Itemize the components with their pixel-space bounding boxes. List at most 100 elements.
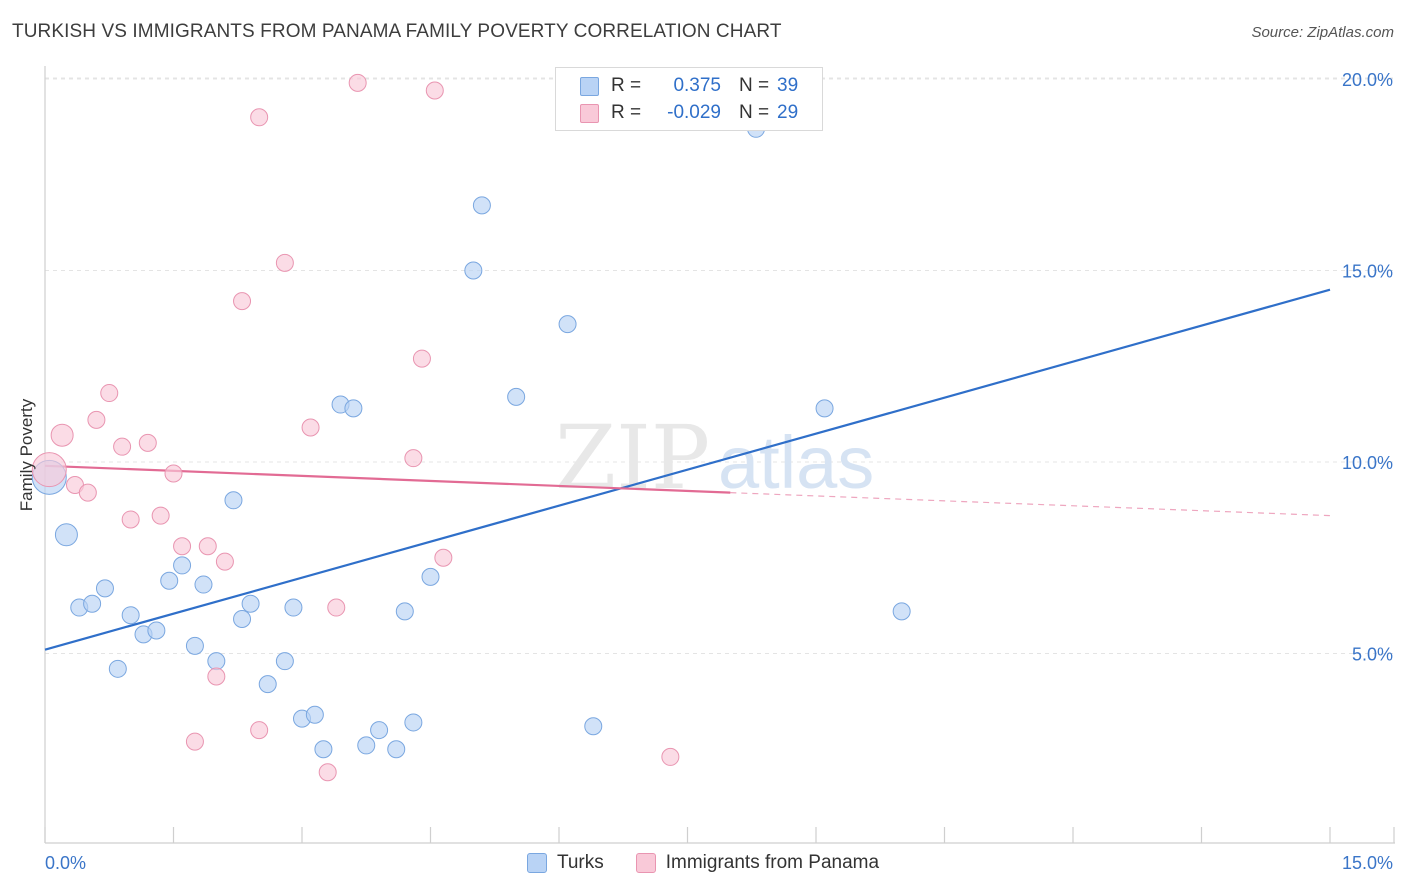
y-axis-label: Family Poverty xyxy=(17,398,36,512)
panama-point xyxy=(661,747,680,766)
turks-point xyxy=(395,602,414,621)
legend-swatch-panama xyxy=(580,103,599,123)
panama-point xyxy=(207,667,226,686)
gridlines xyxy=(45,77,1395,654)
turks-point xyxy=(173,556,192,575)
panama-point xyxy=(121,510,140,529)
panama-point xyxy=(250,721,269,740)
panama-point xyxy=(100,384,119,403)
watermark-atlas: atlas xyxy=(718,421,874,504)
legend-swatch-panama xyxy=(635,853,656,873)
turks-point xyxy=(108,659,127,678)
turks-point xyxy=(194,575,213,594)
turks-point xyxy=(344,399,363,418)
x-tick-label: 0.0% xyxy=(45,853,86,873)
legend-item-panama[interactable]: Immigrants from Panama xyxy=(635,852,880,874)
panama-trend-line xyxy=(44,464,731,494)
legend-n-value: 29 xyxy=(777,102,799,123)
legend-n-value: 39 xyxy=(777,75,799,96)
panama-point xyxy=(318,763,337,782)
legend-row-panama: R = -0.029 N = 29 xyxy=(580,100,798,126)
turks-point xyxy=(284,598,303,617)
turks-point xyxy=(233,610,252,629)
panama-point xyxy=(78,483,97,502)
turks-point xyxy=(815,399,834,418)
legend-item-turks[interactable]: Turks xyxy=(526,852,604,874)
chart-title: TURKISH VS IMMIGRANTS FROM PANAMA FAMILY… xyxy=(12,21,782,42)
panama-point xyxy=(173,537,192,556)
panama-point xyxy=(87,410,106,429)
turks-point xyxy=(305,705,324,724)
series-legend: Turks Immigrants from Panama xyxy=(0,852,1406,874)
panama-trend-line-extension xyxy=(730,492,1331,517)
trend-lines xyxy=(44,288,1331,651)
panama-point xyxy=(113,437,132,456)
turks-point xyxy=(275,652,294,671)
y-tick-label: 20.0% xyxy=(1342,70,1393,90)
panama-point xyxy=(412,349,431,368)
panama-point xyxy=(185,732,204,751)
legend-r-label: R = xyxy=(611,102,642,123)
legend-n-label: N = xyxy=(739,102,770,123)
y-tick-label: 5.0% xyxy=(1352,645,1393,665)
turks-point xyxy=(464,261,483,280)
panama-point xyxy=(327,598,346,617)
turks-point xyxy=(54,523,78,547)
legend-label-panama: Immigrants from Panama xyxy=(665,852,880,873)
turks-point xyxy=(387,740,406,759)
panama-point xyxy=(404,449,423,468)
legend-swatch-turks xyxy=(526,853,547,873)
x-tick-label: 15.0% xyxy=(1342,853,1393,873)
panama-point xyxy=(198,537,217,556)
stats-legend: R = 0.375 N = 39 R = -0.029 N = 29 xyxy=(555,67,823,131)
turks-point xyxy=(241,594,260,613)
panama-point xyxy=(138,433,157,452)
turks-point xyxy=(421,567,440,586)
legend-r-value: -0.029 xyxy=(667,102,721,123)
turks-point xyxy=(207,652,226,671)
turks-point xyxy=(95,579,114,598)
turks-point xyxy=(370,721,389,740)
panama-point xyxy=(301,418,320,437)
turks-point xyxy=(258,675,277,694)
legend-r-label: R = xyxy=(611,75,642,96)
data-points xyxy=(31,73,911,782)
panama-point xyxy=(348,73,367,92)
source-label: Source: ZipAtlas.com xyxy=(1251,24,1394,41)
turks-point xyxy=(147,621,166,640)
panama-point xyxy=(233,292,252,311)
legend-r-value: 0.375 xyxy=(673,75,721,96)
tick-labels: 5.0% 10.0% 15.0% 20.0% 0.0% 15.0% xyxy=(45,70,1393,873)
turks-point xyxy=(357,736,376,755)
y-tick-label: 10.0% xyxy=(1342,453,1393,473)
panama-point xyxy=(31,452,67,488)
turks-point xyxy=(558,315,577,334)
panama-point xyxy=(215,552,234,571)
turks-point xyxy=(83,594,102,613)
panama-point xyxy=(151,506,170,525)
panama-point xyxy=(164,464,183,483)
panama-point xyxy=(425,81,444,100)
y-tick-label: 15.0% xyxy=(1342,262,1393,282)
panama-point xyxy=(50,423,74,447)
turks-point xyxy=(584,717,603,736)
watermark-zip: ZIP xyxy=(555,406,710,509)
turks-trend-line xyxy=(44,288,1331,651)
turks-point xyxy=(314,740,333,759)
panama-point xyxy=(275,253,294,272)
turks-point xyxy=(185,636,204,655)
legend-label-turks: Turks xyxy=(556,852,604,873)
turks-point xyxy=(404,713,423,732)
panama-point xyxy=(434,548,453,567)
turks-point xyxy=(507,387,526,406)
turks-point xyxy=(892,602,911,621)
turks-point xyxy=(121,606,140,625)
legend-n-label: N = xyxy=(739,75,770,96)
panama-point xyxy=(250,108,269,127)
turks-point xyxy=(472,196,491,215)
legend-swatch-turks xyxy=(580,76,599,96)
legend-row-turks: R = 0.375 N = 39 xyxy=(580,73,798,99)
turks-point xyxy=(224,491,243,510)
turks-point xyxy=(160,571,179,590)
